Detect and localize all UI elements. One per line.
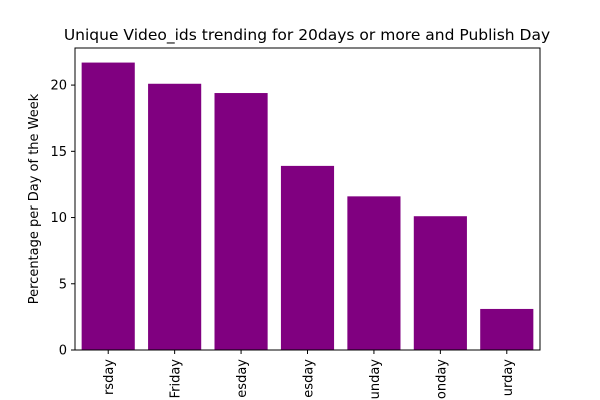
bar-1 bbox=[148, 83, 202, 350]
x-tick-label-3: esday bbox=[302, 359, 317, 398]
bar-0 bbox=[81, 62, 135, 350]
x-tick-label-2: esday bbox=[235, 359, 250, 398]
bar-3 bbox=[280, 165, 335, 350]
x-tick-label-0: rsday bbox=[102, 359, 117, 395]
bar-4 bbox=[347, 196, 401, 350]
x-tick-label-6: urday bbox=[501, 359, 516, 397]
plot-frame bbox=[74, 47, 541, 351]
x-tick-label-1: Friday bbox=[169, 359, 184, 399]
bars-layer bbox=[81, 62, 534, 350]
x-axis-ticks: rsday Friday esday esday unday onday urday bbox=[102, 350, 516, 399]
x-tick-label-5: onday bbox=[434, 359, 449, 399]
y-tick-label-1: 5 bbox=[59, 277, 67, 292]
chart-title: Unique Video_ids trending for 20days or … bbox=[64, 26, 550, 45]
y-tick-label-3: 15 bbox=[50, 145, 67, 160]
y-axis-ticks: 0 5 10 15 20 bbox=[50, 79, 75, 359]
y-tick-label-2: 10 bbox=[50, 211, 67, 226]
y-tick-label-0: 0 bbox=[59, 344, 67, 359]
y-tick-label-4: 20 bbox=[50, 79, 67, 94]
bar-2 bbox=[214, 93, 268, 350]
x-tick-label-4: unday bbox=[368, 359, 383, 400]
bar-6 bbox=[480, 308, 534, 350]
y-axis-label: Percentage per Day of the Week bbox=[27, 93, 42, 304]
bar-5 bbox=[413, 216, 467, 350]
